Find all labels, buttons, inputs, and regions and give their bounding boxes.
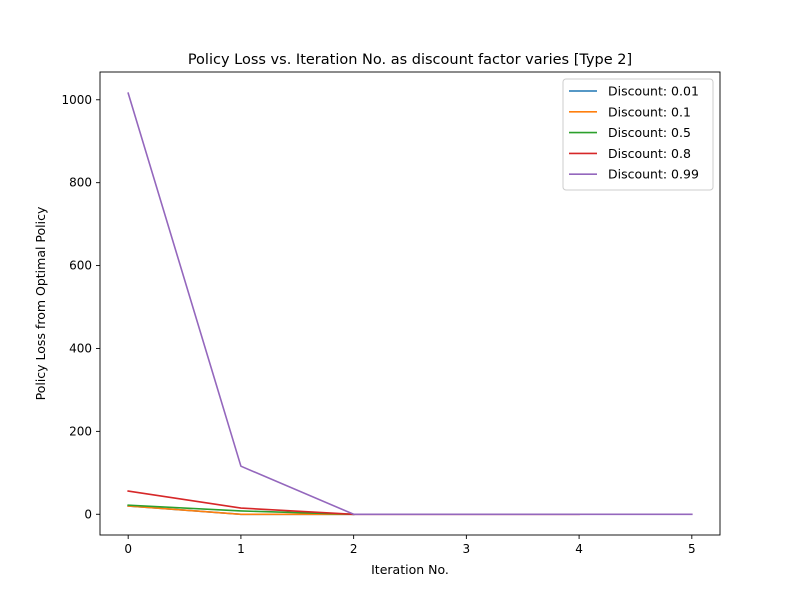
legend: Discount: 0.01 Discount: 0.1 Discount: 0.5… — [562, 78, 714, 191]
y-tick-label: 600 — [69, 259, 92, 273]
legend-label: Discount: 0.01 — [608, 84, 699, 99]
x-axis-label: Iteration No. — [371, 562, 449, 577]
legend-label: Discount: 0.5 — [608, 125, 691, 140]
x-tick-label: 5 — [688, 542, 696, 556]
y-tick-label: 400 — [69, 341, 92, 355]
series-line-1 — [127, 505, 355, 516]
y-tick-label: 200 — [69, 424, 92, 438]
legend-label: Discount: 0.8 — [608, 146, 691, 161]
y-tick-label: 800 — [69, 176, 92, 190]
x-tick-label: 2 — [350, 542, 358, 556]
axes-frame — [99, 71, 721, 536]
x-tick-label: 3 — [463, 542, 471, 556]
x-tick-label: 0 — [124, 542, 132, 556]
series-line-2 — [127, 504, 355, 516]
x-tick-label: 1 — [237, 542, 245, 556]
y-tick-label: 1000 — [61, 93, 92, 107]
y-tick-label: 0 — [84, 507, 92, 521]
x-tick-label: 4 — [575, 542, 583, 556]
series-line-4 — [127, 92, 693, 516]
axes: 0 1 2 3 4 5 0 200 400 600 800 1000 — [61, 71, 721, 556]
chart-title: Policy Loss vs. Iteration No. as discoun… — [188, 52, 632, 68]
legend-label: Discount: 0.1 — [608, 104, 691, 119]
legend-box — [562, 78, 714, 191]
plot-area — [127, 92, 693, 516]
legend-label: Discount: 0.99 — [608, 167, 699, 182]
y-axis-label: Policy Loss from Optimal Policy — [33, 206, 48, 400]
